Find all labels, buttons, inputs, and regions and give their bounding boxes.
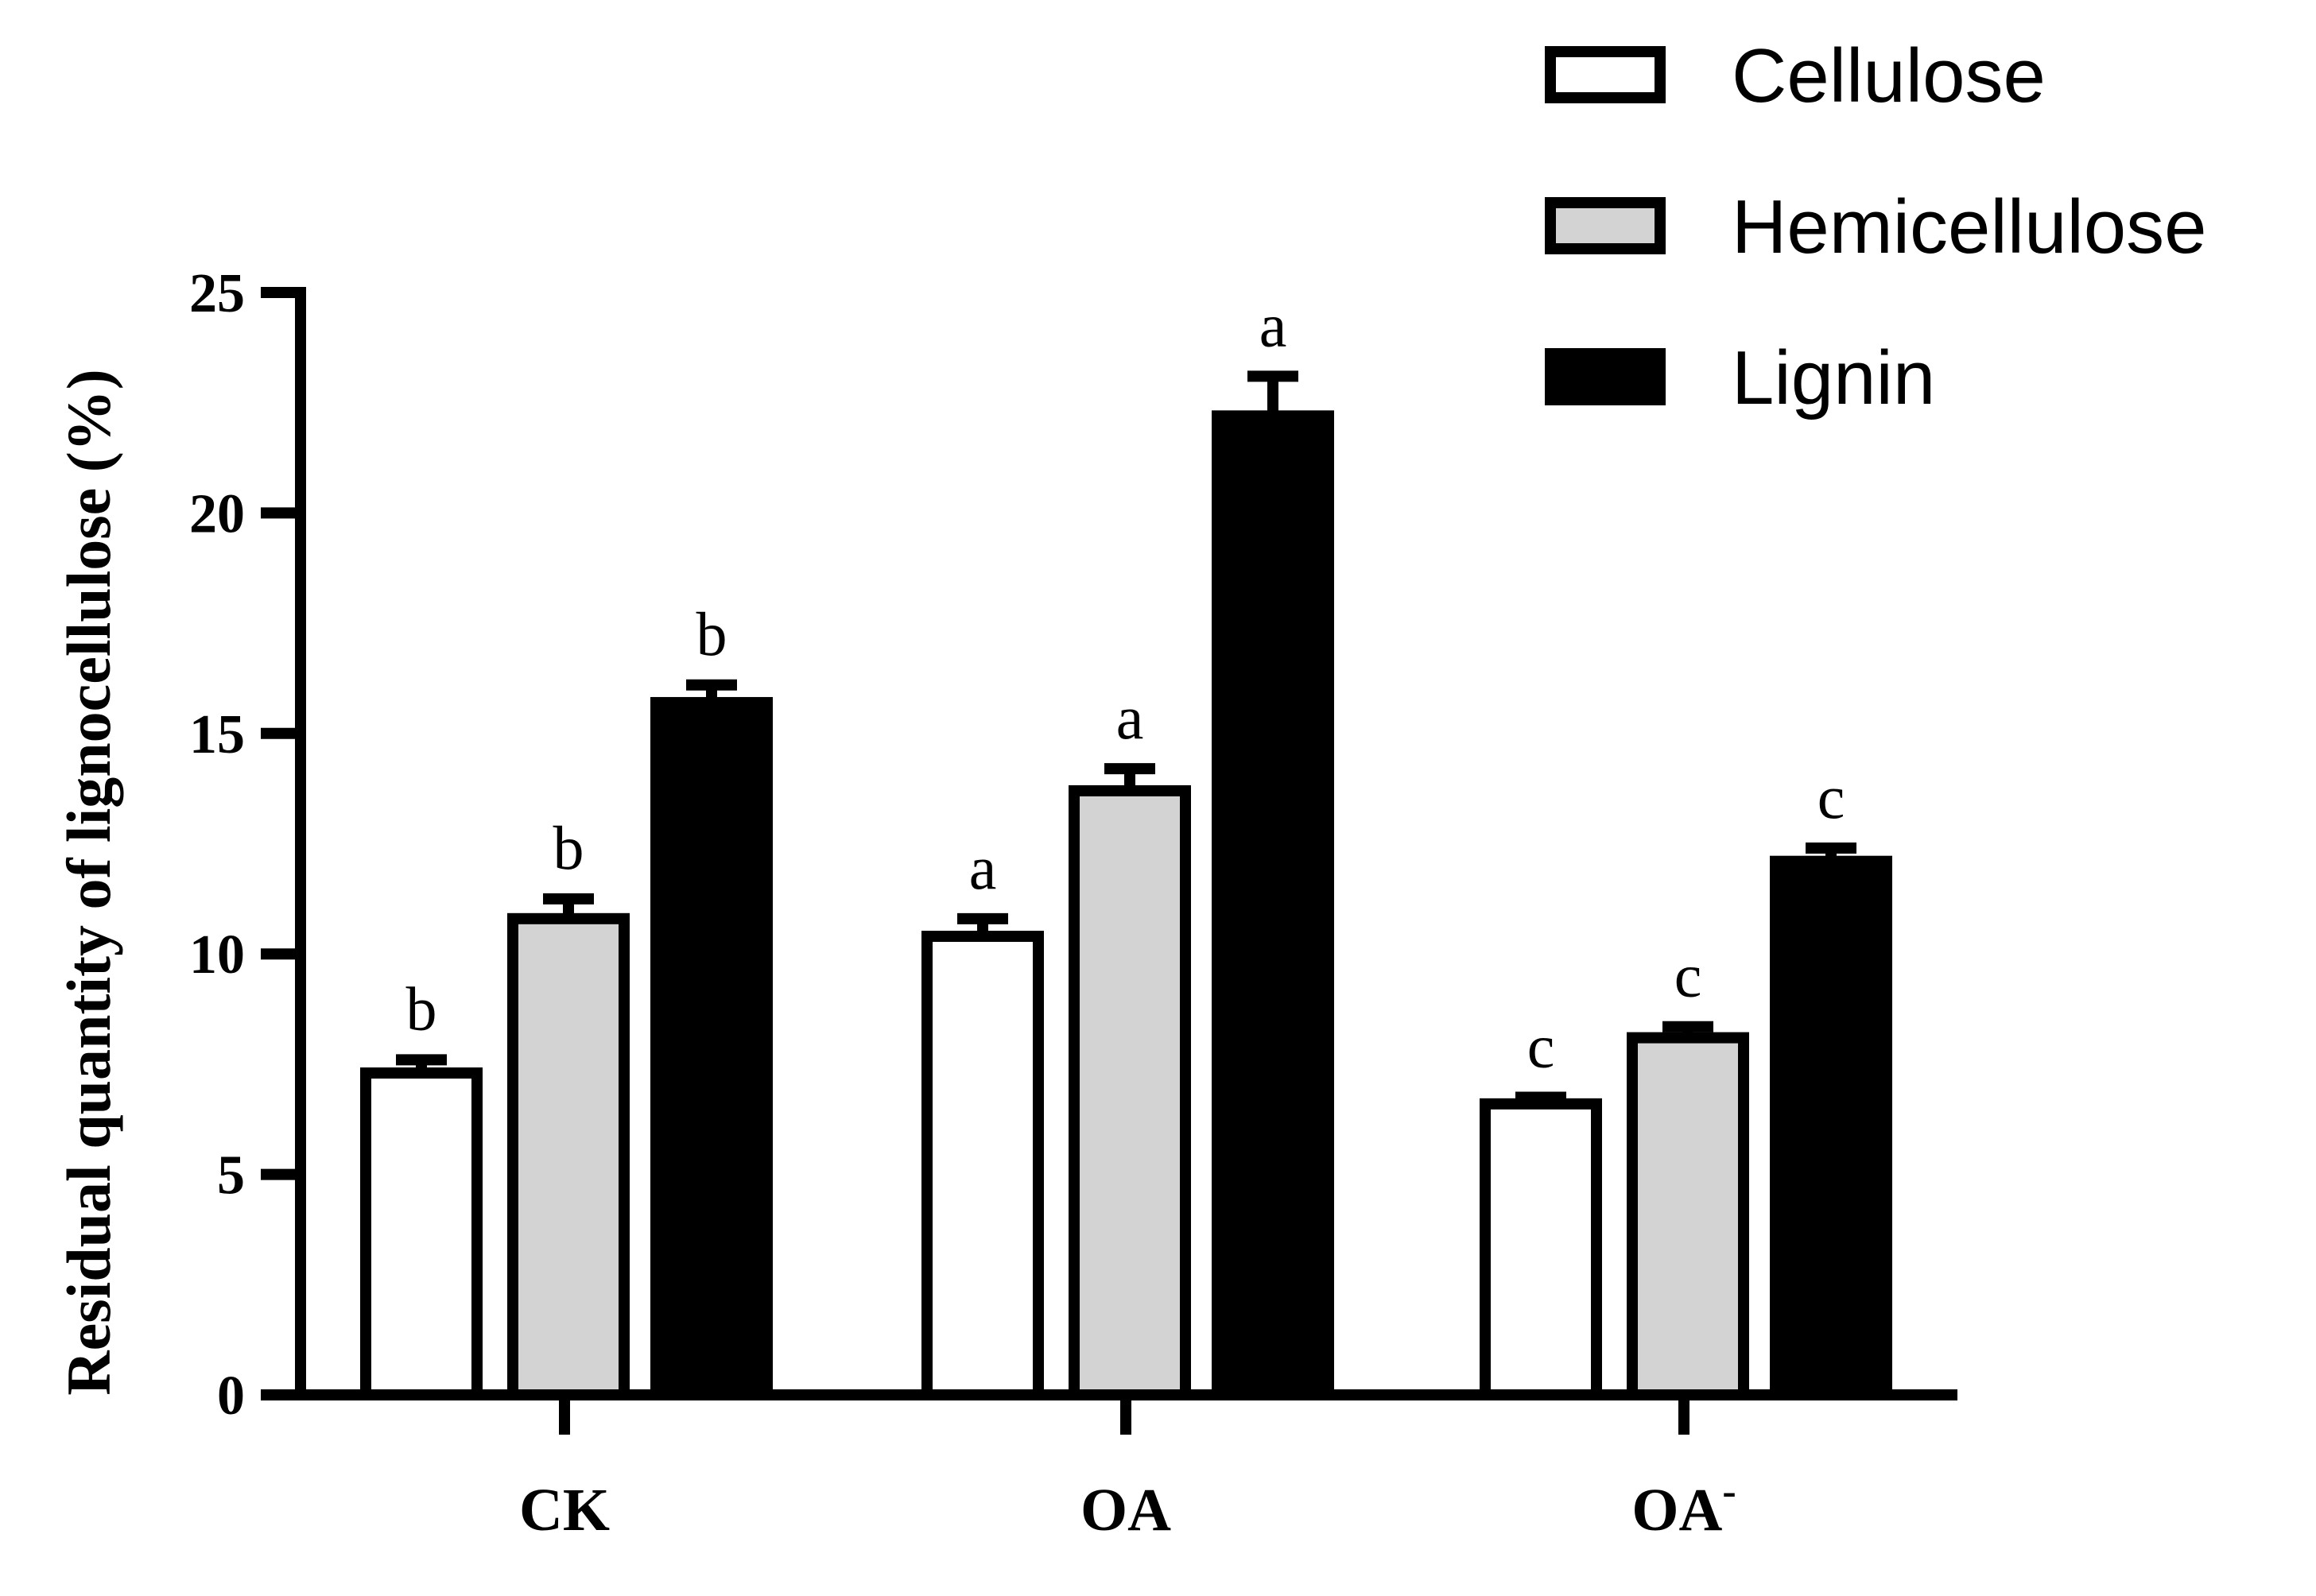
- y-tick-label: 15: [189, 704, 245, 765]
- bar-hemicellulose: [1069, 784, 1191, 1400]
- y-tick-label: 25: [189, 263, 245, 324]
- y-axis-label: Residual quantity of lignocellulose (%): [54, 369, 123, 1395]
- legend-label-cellulose: Cellulose: [1732, 33, 2046, 118]
- y-tick-label: 0: [217, 1366, 245, 1427]
- bar-cellulose: [1480, 1098, 1602, 1401]
- significance-letter: b: [696, 599, 727, 668]
- legend-label-hemicellulose: Hemicellulose: [1732, 184, 2207, 269]
- significance-letter: c: [1817, 762, 1845, 831]
- significance-letter: a: [1116, 683, 1144, 752]
- legend-label-lignin: Lignin: [1732, 335, 1935, 420]
- x-category-label: CK: [519, 1477, 610, 1544]
- significance-letter: a: [969, 833, 997, 902]
- bar-hemicellulose: [1627, 1032, 1749, 1401]
- y-tick-label: 5: [217, 1145, 245, 1207]
- significance-letter: c: [1527, 1012, 1555, 1081]
- x-category-superscript: -: [1722, 1469, 1736, 1514]
- significance-letter: b: [553, 813, 584, 882]
- legend-swatch-hemicellulose: [1545, 197, 1666, 254]
- legend-swatch-cellulose: [1545, 46, 1666, 103]
- plot-area: 0 5 10 15 20 25 CK OA OA-b a c b a c b a c: [189, 263, 1957, 1544]
- bar-lignin: [1770, 855, 1892, 1400]
- bar-lignin: [1212, 410, 1334, 1400]
- legend: Cellulose Hemicellulose Lignin: [1545, 33, 2207, 420]
- significance-letter: a: [1259, 290, 1287, 359]
- x-category-label: OA: [1080, 1477, 1171, 1544]
- x-category-label: OA-: [1631, 1469, 1736, 1544]
- bar-lignin: [650, 696, 773, 1400]
- bar-hemicellulose: [507, 912, 630, 1401]
- bar-cellulose: [360, 1067, 483, 1400]
- significance-letter: c: [1674, 941, 1702, 1010]
- y-tick-label: 10: [189, 924, 245, 986]
- bar-cellulose: [921, 931, 1044, 1401]
- significance-letter: b: [406, 974, 437, 1043]
- y-tick-label: 20: [189, 483, 245, 544]
- legend-swatch-lignin: [1545, 348, 1666, 405]
